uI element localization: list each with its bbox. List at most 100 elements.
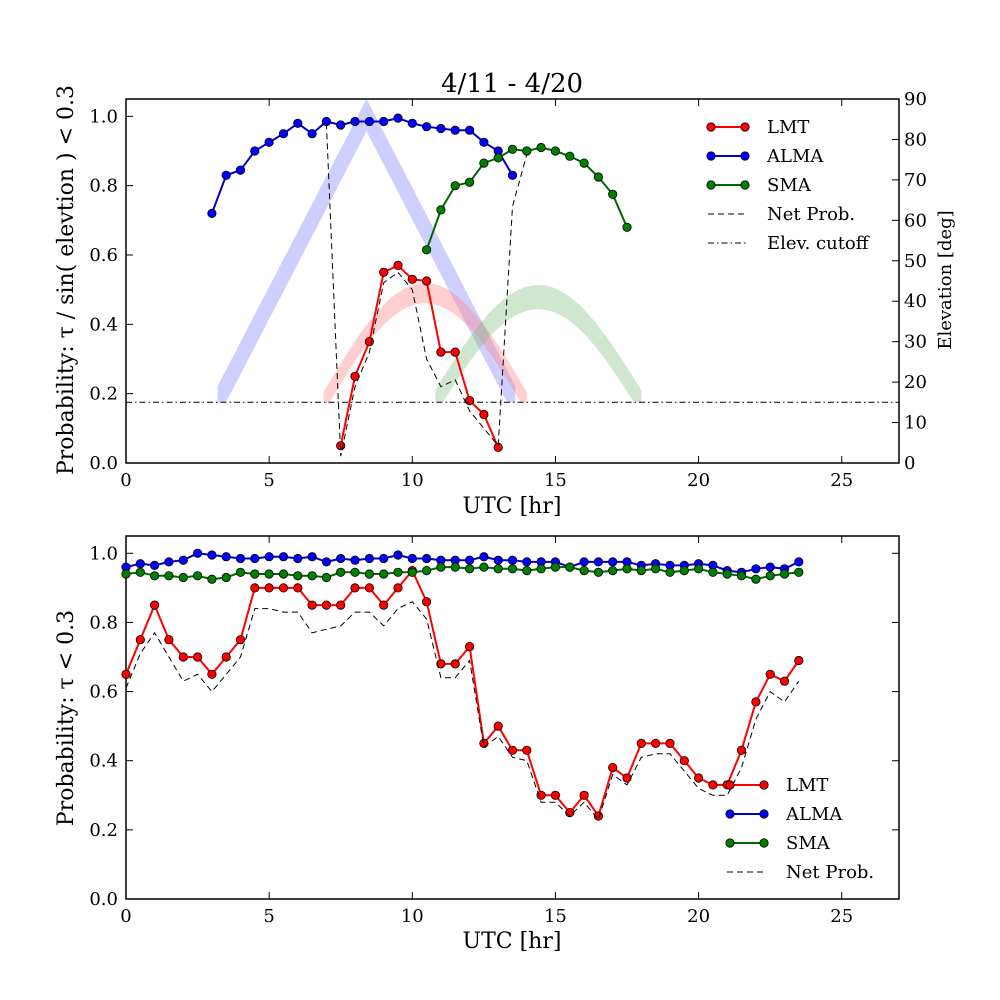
bottom-y-axis-label: Probability: τ < 0.3 — [54, 610, 79, 826]
data-point-sma — [178, 572, 188, 583]
data-point-sma — [665, 567, 675, 577]
data-point-alma — [522, 557, 532, 567]
x-tick-label: 25 — [830, 906, 853, 927]
series-sma — [121, 562, 804, 584]
legend-label-sma: SMA — [786, 833, 831, 854]
data-point-alma — [579, 557, 589, 567]
data-point-lmt — [765, 669, 775, 679]
data-point-sma — [794, 567, 804, 577]
data-point-alma — [379, 116, 389, 127]
legend-marker-sma — [725, 838, 735, 848]
legend-marker-alma — [759, 809, 769, 819]
data-point-sma — [751, 574, 761, 584]
data-point-sma — [522, 565, 532, 576]
data-point-sma — [722, 569, 732, 579]
data-point-lmt — [207, 669, 217, 679]
data-point-sma — [608, 189, 618, 199]
y2-tick-label: 90 — [904, 89, 927, 110]
data-point-sma — [193, 571, 203, 581]
series-line-alma — [210, 117, 514, 214]
data-point-sma — [421, 245, 432, 255]
data-point-alma — [393, 550, 403, 560]
data-point-lmt — [393, 583, 403, 593]
data-point-alma — [250, 146, 260, 156]
data-point-alma — [464, 555, 475, 565]
elevation-band-fill-sma — [435, 285, 642, 403]
data-point-sma — [221, 572, 231, 583]
data-point-lmt — [421, 276, 432, 286]
data-point-lmt — [679, 756, 689, 766]
data-point-alma — [207, 208, 217, 218]
data-point-lmt — [608, 762, 618, 773]
data-point-alma — [751, 564, 761, 574]
data-point-sma — [579, 565, 589, 576]
data-point-sma — [464, 564, 475, 574]
data-point-sma — [608, 565, 618, 576]
data-point-alma — [507, 170, 518, 180]
data-point-alma — [293, 553, 303, 564]
legend-marker-lmt — [759, 780, 769, 790]
data-point-lmt — [121, 669, 131, 679]
data-point-alma — [350, 555, 360, 565]
data-point-lmt — [393, 260, 403, 270]
bottom-legend: LMT ALMA SMA Net Prob. — [725, 775, 874, 883]
data-point-sma — [207, 574, 217, 584]
data-point-lmt — [450, 659, 460, 669]
data-point-alma — [479, 552, 489, 562]
data-point-lmt — [636, 738, 646, 749]
data-point-sma — [407, 567, 417, 577]
data-point-sma — [679, 565, 689, 576]
bottom-series — [121, 548, 804, 821]
legend-marker-alma — [740, 151, 750, 161]
data-point-lmt — [193, 652, 203, 662]
data-point-lmt — [379, 600, 389, 610]
data-point-sma — [536, 564, 546, 574]
data-point-alma — [293, 118, 303, 128]
data-point-lmt — [164, 635, 174, 645]
data-point-sma — [479, 562, 489, 572]
data-point-sma — [708, 567, 718, 577]
data-point-alma — [135, 559, 145, 569]
y2-tick-label: 80 — [904, 129, 927, 150]
data-point-alma — [250, 553, 260, 564]
y2-tick-label: 0 — [904, 453, 915, 474]
data-point-sma — [321, 572, 331, 583]
data-point-alma — [221, 552, 231, 562]
data-point-lmt — [479, 409, 489, 420]
x-tick-label: 10 — [401, 470, 424, 491]
data-point-alma — [221, 170, 231, 180]
data-point-sma — [307, 571, 317, 581]
data-point-sma — [393, 567, 403, 577]
legend-entry-lmt: LMT — [706, 117, 809, 138]
data-point-sma — [550, 146, 561, 156]
data-point-sma — [150, 571, 160, 581]
legend-entry-alma: ALMA — [706, 146, 824, 167]
y-tick-label: 0.2 — [89, 820, 118, 841]
data-point-lmt — [751, 697, 761, 707]
data-point-lmt — [135, 635, 145, 645]
y2-tick-label: 70 — [904, 170, 927, 191]
data-point-sma — [593, 172, 604, 182]
y-tick-label: 0.6 — [89, 245, 118, 266]
bottom-axes-frame — [125, 535, 900, 900]
elevation-bands — [217, 99, 642, 403]
x-tick-label: 20 — [687, 906, 710, 927]
data-point-sma — [350, 567, 360, 577]
data-point-alma — [235, 165, 246, 175]
elevation-band-lmt — [323, 283, 527, 403]
data-point-alma — [493, 555, 503, 565]
data-point-lmt — [350, 583, 360, 593]
legend-label-sma: SMA — [767, 175, 812, 196]
data-point-lmt — [436, 659, 446, 669]
data-point-sma — [536, 142, 546, 153]
data-point-lmt — [321, 600, 331, 610]
y-tick-label: 0.8 — [89, 176, 118, 197]
data-point-sma — [379, 569, 389, 579]
y-tick-label: 0.6 — [89, 682, 118, 703]
data-point-alma — [450, 125, 460, 135]
data-point-sma — [479, 158, 489, 168]
legend-label-net-prob: Net Prob. — [786, 862, 874, 883]
legend-entry-lmt: LMT — [725, 775, 828, 796]
data-point-sma — [135, 567, 145, 577]
legend-label-alma: ALMA — [785, 804, 843, 825]
